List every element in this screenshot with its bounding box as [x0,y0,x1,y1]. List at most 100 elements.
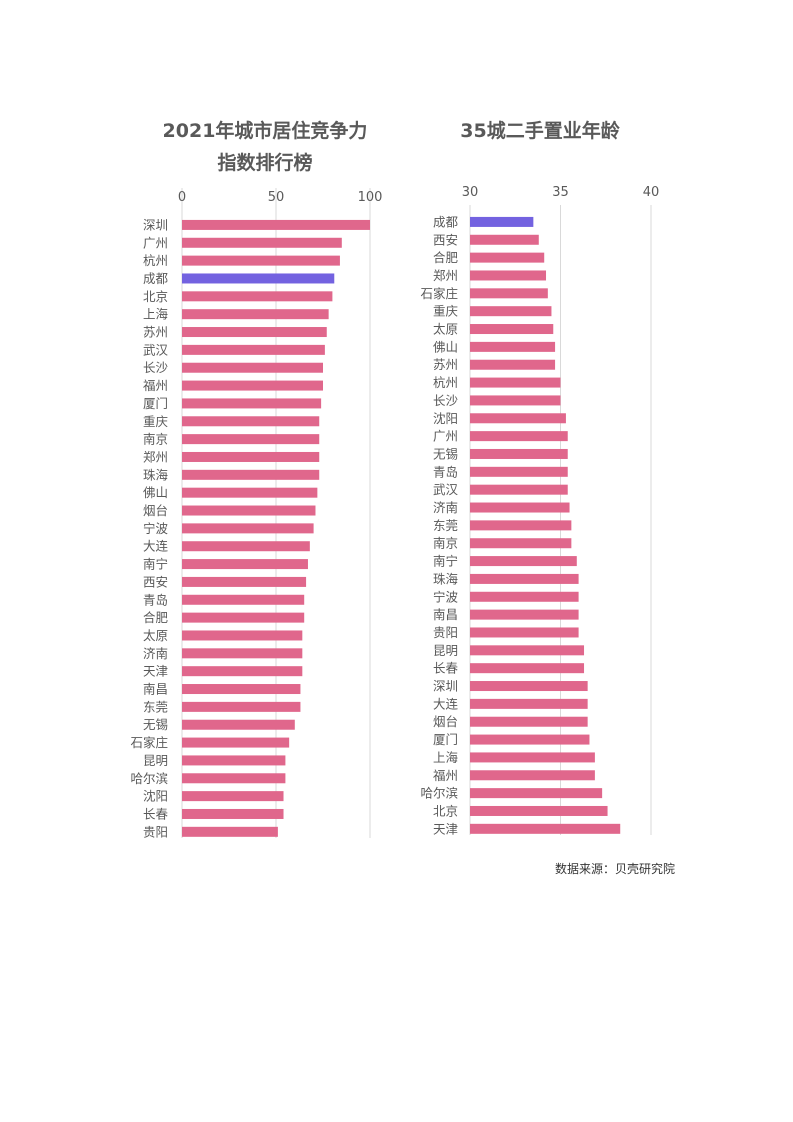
competitiveness-bar [182,505,316,516]
buyer-age-category-label: 哈尔滨 [420,786,458,801]
competitiveness-bar [182,362,323,373]
buyer-age-category-label: 宁波 [433,589,459,604]
competitiveness-bar [182,648,303,659]
competitiveness-category-label: 武汉 [143,342,169,357]
competitiveness-bar [182,701,301,712]
chart-title-line2: 指数排行榜 [217,152,313,174]
competitiveness-x-tick-label: 100 [358,190,383,205]
buyer-age-bar [470,805,608,816]
buyer-age-category-label: 长春 [433,661,459,676]
buyer-age-bar [470,663,585,674]
buyer-age-category-label: 无锡 [433,446,458,461]
competitiveness-bar [182,541,310,552]
competitiveness-bar [182,576,307,587]
competitiveness-category-label: 济南 [143,646,168,661]
competitiveness-bar [182,630,303,641]
competitiveness-category-label: 长春 [143,806,169,821]
competitiveness-bar [182,666,303,677]
buyer-age-bar [470,609,579,620]
buyer-age-category-label: 上海 [433,750,459,765]
buyer-age-category-label: 烟台 [433,714,458,729]
buyer-age-bar [470,270,547,281]
buyer-age-category-label: 杭州 [433,375,458,390]
buyer-age-bar [470,484,568,495]
buyer-age-bar [470,520,572,531]
competitiveness-category-label: 青岛 [143,592,168,607]
buyer-age-category-label: 珠海 [433,571,459,586]
competitiveness-category-label: 杭州 [143,253,168,268]
competitiveness-category-label: 深圳 [143,217,168,232]
buyer-age-bar [470,752,595,763]
buyer-age-bar [470,627,579,638]
buyer-age-category-label: 西安 [433,232,458,247]
buyer-age-bar [470,252,545,263]
competitiveness-bar [182,398,322,409]
buyer-age-category-label: 厦门 [433,732,458,747]
competitiveness-category-label: 贵阳 [143,824,168,839]
competitiveness-bar [182,273,335,284]
buyer-age-x-tick-label: 40 [643,185,660,200]
buyer-age-bar [470,288,548,299]
competitiveness-category-label: 哈尔滨 [130,771,168,786]
competitiveness-bar [182,255,340,266]
competitiveness-category-label: 大连 [143,539,169,554]
competitiveness-bar [182,737,290,748]
buyer-age-category-label: 贵阳 [433,625,458,640]
competitiveness-bar [182,523,314,534]
competitiveness-category-label: 石家庄 [130,735,168,750]
competitiveness-category-label: 长沙 [143,360,169,375]
competitiveness-bar [182,826,278,837]
competitiveness-bar [182,291,333,302]
competitiveness-category-label: 成都 [143,271,169,286]
competitiveness-category-label: 西安 [143,574,168,589]
buyer-age-category-label: 武汉 [433,482,459,497]
chart-title-competitiveness: 2021年城市居住竞争力 指数排行榜 [140,115,390,179]
competitiveness-category-label: 东莞 [143,699,168,714]
buyer-age-category-label: 青岛 [433,464,458,479]
buyer-age-x-tick-label: 30 [462,185,479,200]
buyer-age-bar [470,341,556,352]
buyer-age-bar [470,538,572,549]
buyer-age-category-label: 东莞 [433,518,458,533]
buyer-age-bar [470,645,585,656]
competitiveness-bar [182,808,284,819]
buyer-age-category-label: 郑州 [433,268,458,283]
competitiveness-bar [182,487,318,498]
buyer-age-bar [470,681,588,692]
competitiveness-category-label: 重庆 [143,414,169,429]
competitiveness-category-label: 合肥 [143,610,169,625]
competitiveness-category-label: 珠海 [143,467,169,482]
buyer-age-bar [470,324,554,335]
buyer-age-bar [470,359,556,370]
competitiveness-bar [182,416,320,427]
buyer-age-bar [470,377,561,388]
competitiveness-category-label: 烟台 [143,503,168,518]
buyer-age-bar [470,770,595,781]
buyer-age-category-label: 沈阳 [433,411,458,426]
competitiveness-category-label: 佛山 [143,485,168,500]
buyer-age-bar [470,591,579,602]
competitiveness-category-label: 太原 [143,628,168,643]
competitiveness-x-tick-label: 50 [268,190,285,205]
buyer-age-bar [470,431,568,442]
competitiveness-category-label: 宁波 [143,521,169,536]
buyer-age-bar [470,234,539,245]
buyer-age-category-label: 福州 [433,768,458,783]
competitiveness-category-label: 无锡 [143,717,168,732]
buyer-age-bar [470,716,588,727]
competitiveness-bar [182,237,342,248]
competitiveness-bar [182,219,370,230]
buyer-age-x-tick-label: 35 [552,185,569,200]
data-source-note: 数据来源：贝壳研究院 [554,862,675,876]
competitiveness-category-label: 昆明 [143,753,168,768]
buyer-age-category-label: 合肥 [433,250,459,265]
competitiveness-x-tick-label: 0 [178,190,186,205]
buyer-age-category-label: 济南 [433,500,458,515]
buyer-age-bar [470,556,577,567]
competitiveness-category-label: 厦门 [143,396,168,411]
competitiveness-bar [182,791,284,802]
competitiveness-category-label: 郑州 [143,449,168,464]
chart-title-buyer-age: 35城二手置业年龄 [460,120,620,142]
buyer-age-bar [470,734,590,745]
buyer-age-category-label: 长沙 [433,393,459,408]
